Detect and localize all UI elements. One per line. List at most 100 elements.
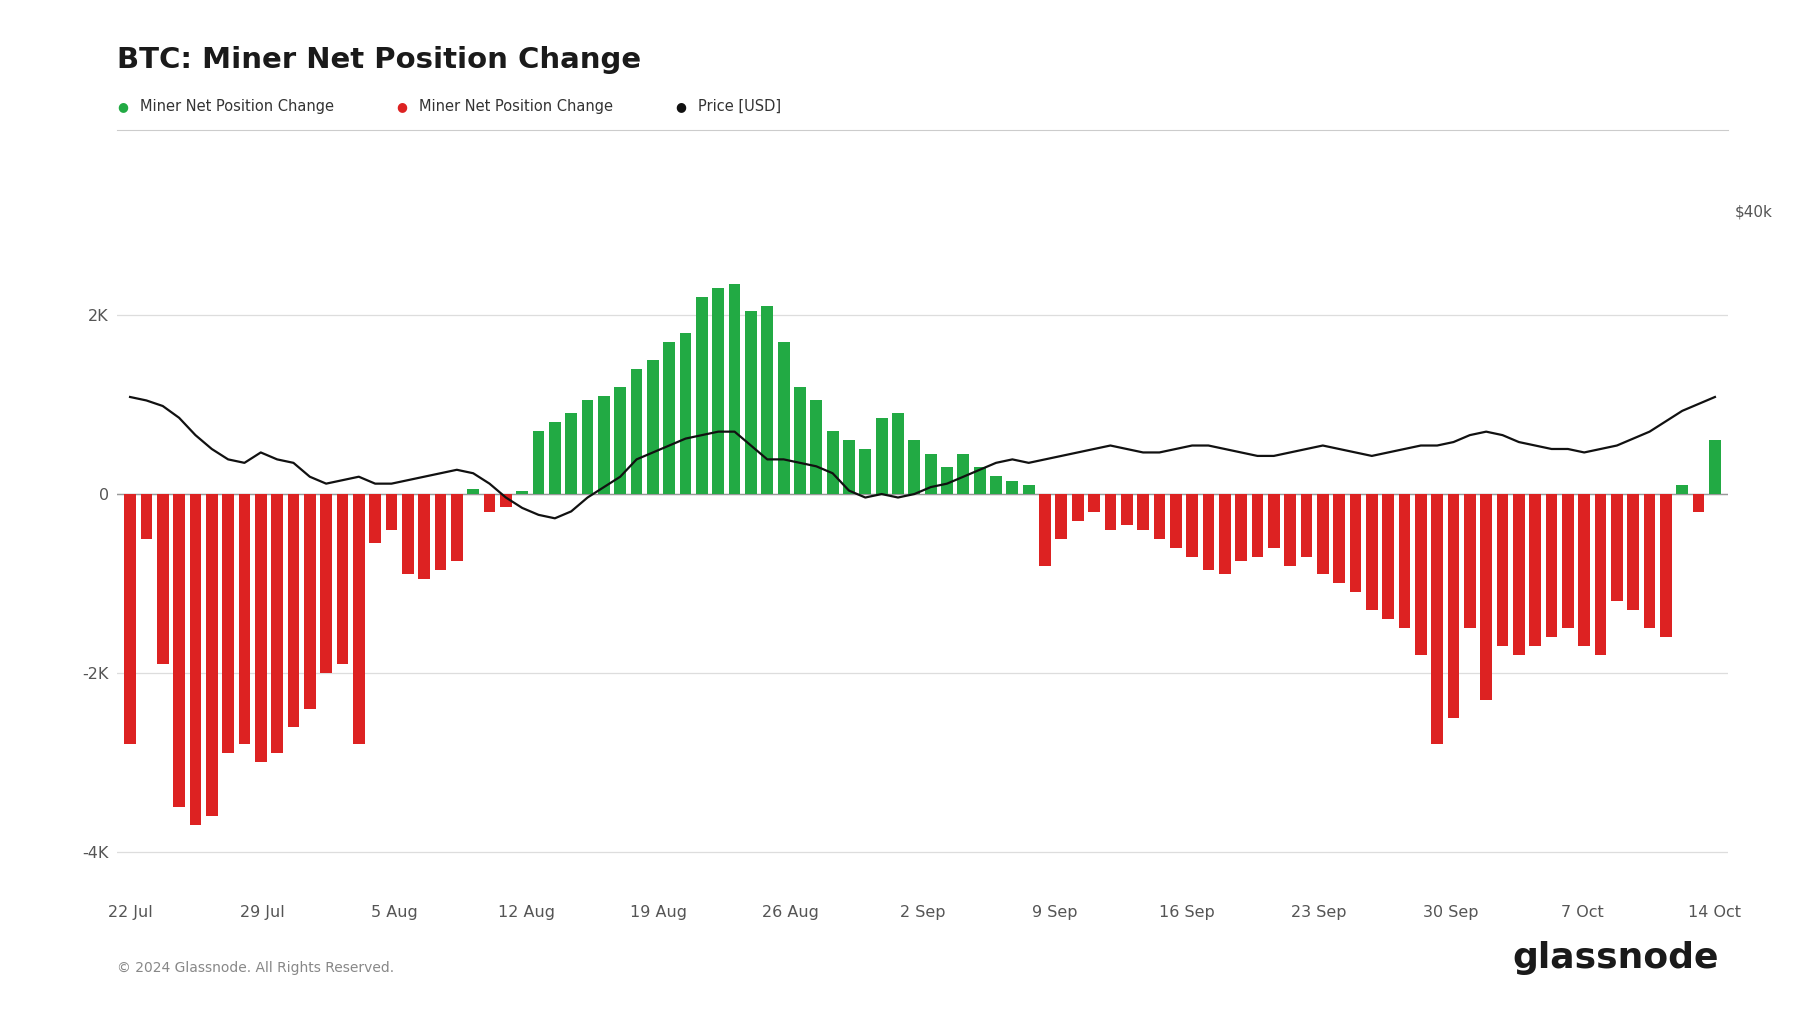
Bar (272, 494, 283, 754)
Bar (893, 413, 904, 494)
Bar (484, 494, 495, 512)
Bar (1283, 494, 1296, 565)
Bar (1463, 494, 1476, 628)
Bar (1267, 494, 1280, 548)
Bar (614, 387, 626, 494)
Text: Miner Net Position Change: Miner Net Position Change (419, 99, 614, 113)
Bar (1514, 494, 1525, 655)
Bar (1039, 494, 1051, 565)
Bar (794, 387, 806, 494)
Text: ●: ● (117, 100, 128, 112)
Text: Price [USD]: Price [USD] (698, 99, 781, 113)
Bar (630, 369, 643, 494)
Bar (909, 441, 920, 494)
Bar (452, 494, 463, 561)
Bar (549, 422, 562, 494)
Bar (1350, 494, 1361, 593)
Bar (1219, 494, 1231, 574)
Bar (1530, 494, 1541, 646)
Bar (418, 494, 430, 578)
Bar (1431, 494, 1444, 745)
Text: ●: ● (396, 100, 407, 112)
Bar (1643, 494, 1656, 628)
Bar (517, 491, 527, 494)
Bar (1611, 494, 1624, 602)
Bar (1138, 494, 1148, 530)
Text: BTC: Miner Net Position Change: BTC: Miner Net Position Change (117, 46, 641, 74)
Bar (304, 494, 315, 709)
Bar (826, 432, 839, 494)
Bar (1708, 441, 1721, 494)
Bar (810, 400, 823, 494)
Bar (500, 494, 511, 508)
Bar (761, 306, 774, 494)
Bar (1318, 494, 1328, 574)
Bar (385, 494, 398, 530)
Bar (140, 494, 153, 539)
Bar (1660, 494, 1672, 637)
Bar (1415, 494, 1427, 655)
Bar (1251, 494, 1264, 556)
Text: $40k: $40k (1735, 205, 1773, 220)
Bar (1202, 494, 1215, 570)
Bar (205, 494, 218, 816)
Bar (565, 413, 578, 494)
Bar (173, 494, 185, 807)
Bar (729, 284, 740, 494)
Bar (1071, 494, 1084, 521)
Bar (1154, 494, 1165, 539)
Bar (320, 494, 331, 673)
Bar (468, 489, 479, 494)
Bar (941, 467, 952, 494)
Bar (1676, 485, 1688, 494)
Bar (1301, 494, 1312, 556)
Bar (189, 494, 202, 825)
Bar (1399, 494, 1411, 628)
Bar (337, 494, 349, 664)
Bar (221, 494, 234, 754)
Bar (958, 454, 968, 494)
Bar (1334, 494, 1345, 583)
Bar (990, 476, 1003, 494)
Bar (1366, 494, 1377, 610)
Bar (859, 449, 871, 494)
Bar (124, 494, 137, 745)
Bar (369, 494, 382, 543)
Bar (1692, 494, 1705, 512)
Bar (842, 441, 855, 494)
Bar (1562, 494, 1573, 628)
Bar (877, 418, 887, 494)
Bar (581, 400, 594, 494)
Bar (680, 333, 691, 494)
Bar (401, 494, 414, 574)
Bar (925, 454, 936, 494)
Bar (1121, 494, 1132, 526)
Bar (1496, 494, 1508, 646)
Text: ●: ● (675, 100, 686, 112)
Bar (664, 341, 675, 494)
Bar (646, 360, 659, 494)
Bar (598, 395, 610, 494)
Bar (778, 341, 790, 494)
Bar (1546, 494, 1557, 637)
Bar (1480, 494, 1492, 700)
Bar (1089, 494, 1100, 512)
Bar (1105, 494, 1116, 530)
Bar (1627, 494, 1640, 610)
Bar (1382, 494, 1393, 619)
Bar (353, 494, 365, 745)
Bar (1186, 494, 1199, 556)
Text: © 2024 Glassnode. All Rights Reserved.: © 2024 Glassnode. All Rights Reserved. (117, 960, 394, 975)
Text: glassnode: glassnode (1512, 940, 1719, 975)
Bar (1055, 494, 1067, 539)
Bar (1022, 485, 1035, 494)
Bar (434, 494, 446, 570)
Bar (1235, 494, 1247, 561)
Bar (1595, 494, 1606, 655)
Bar (288, 494, 299, 726)
Bar (1447, 494, 1460, 717)
Bar (745, 311, 756, 494)
Bar (157, 494, 169, 664)
Bar (533, 432, 544, 494)
Bar (1170, 494, 1181, 548)
